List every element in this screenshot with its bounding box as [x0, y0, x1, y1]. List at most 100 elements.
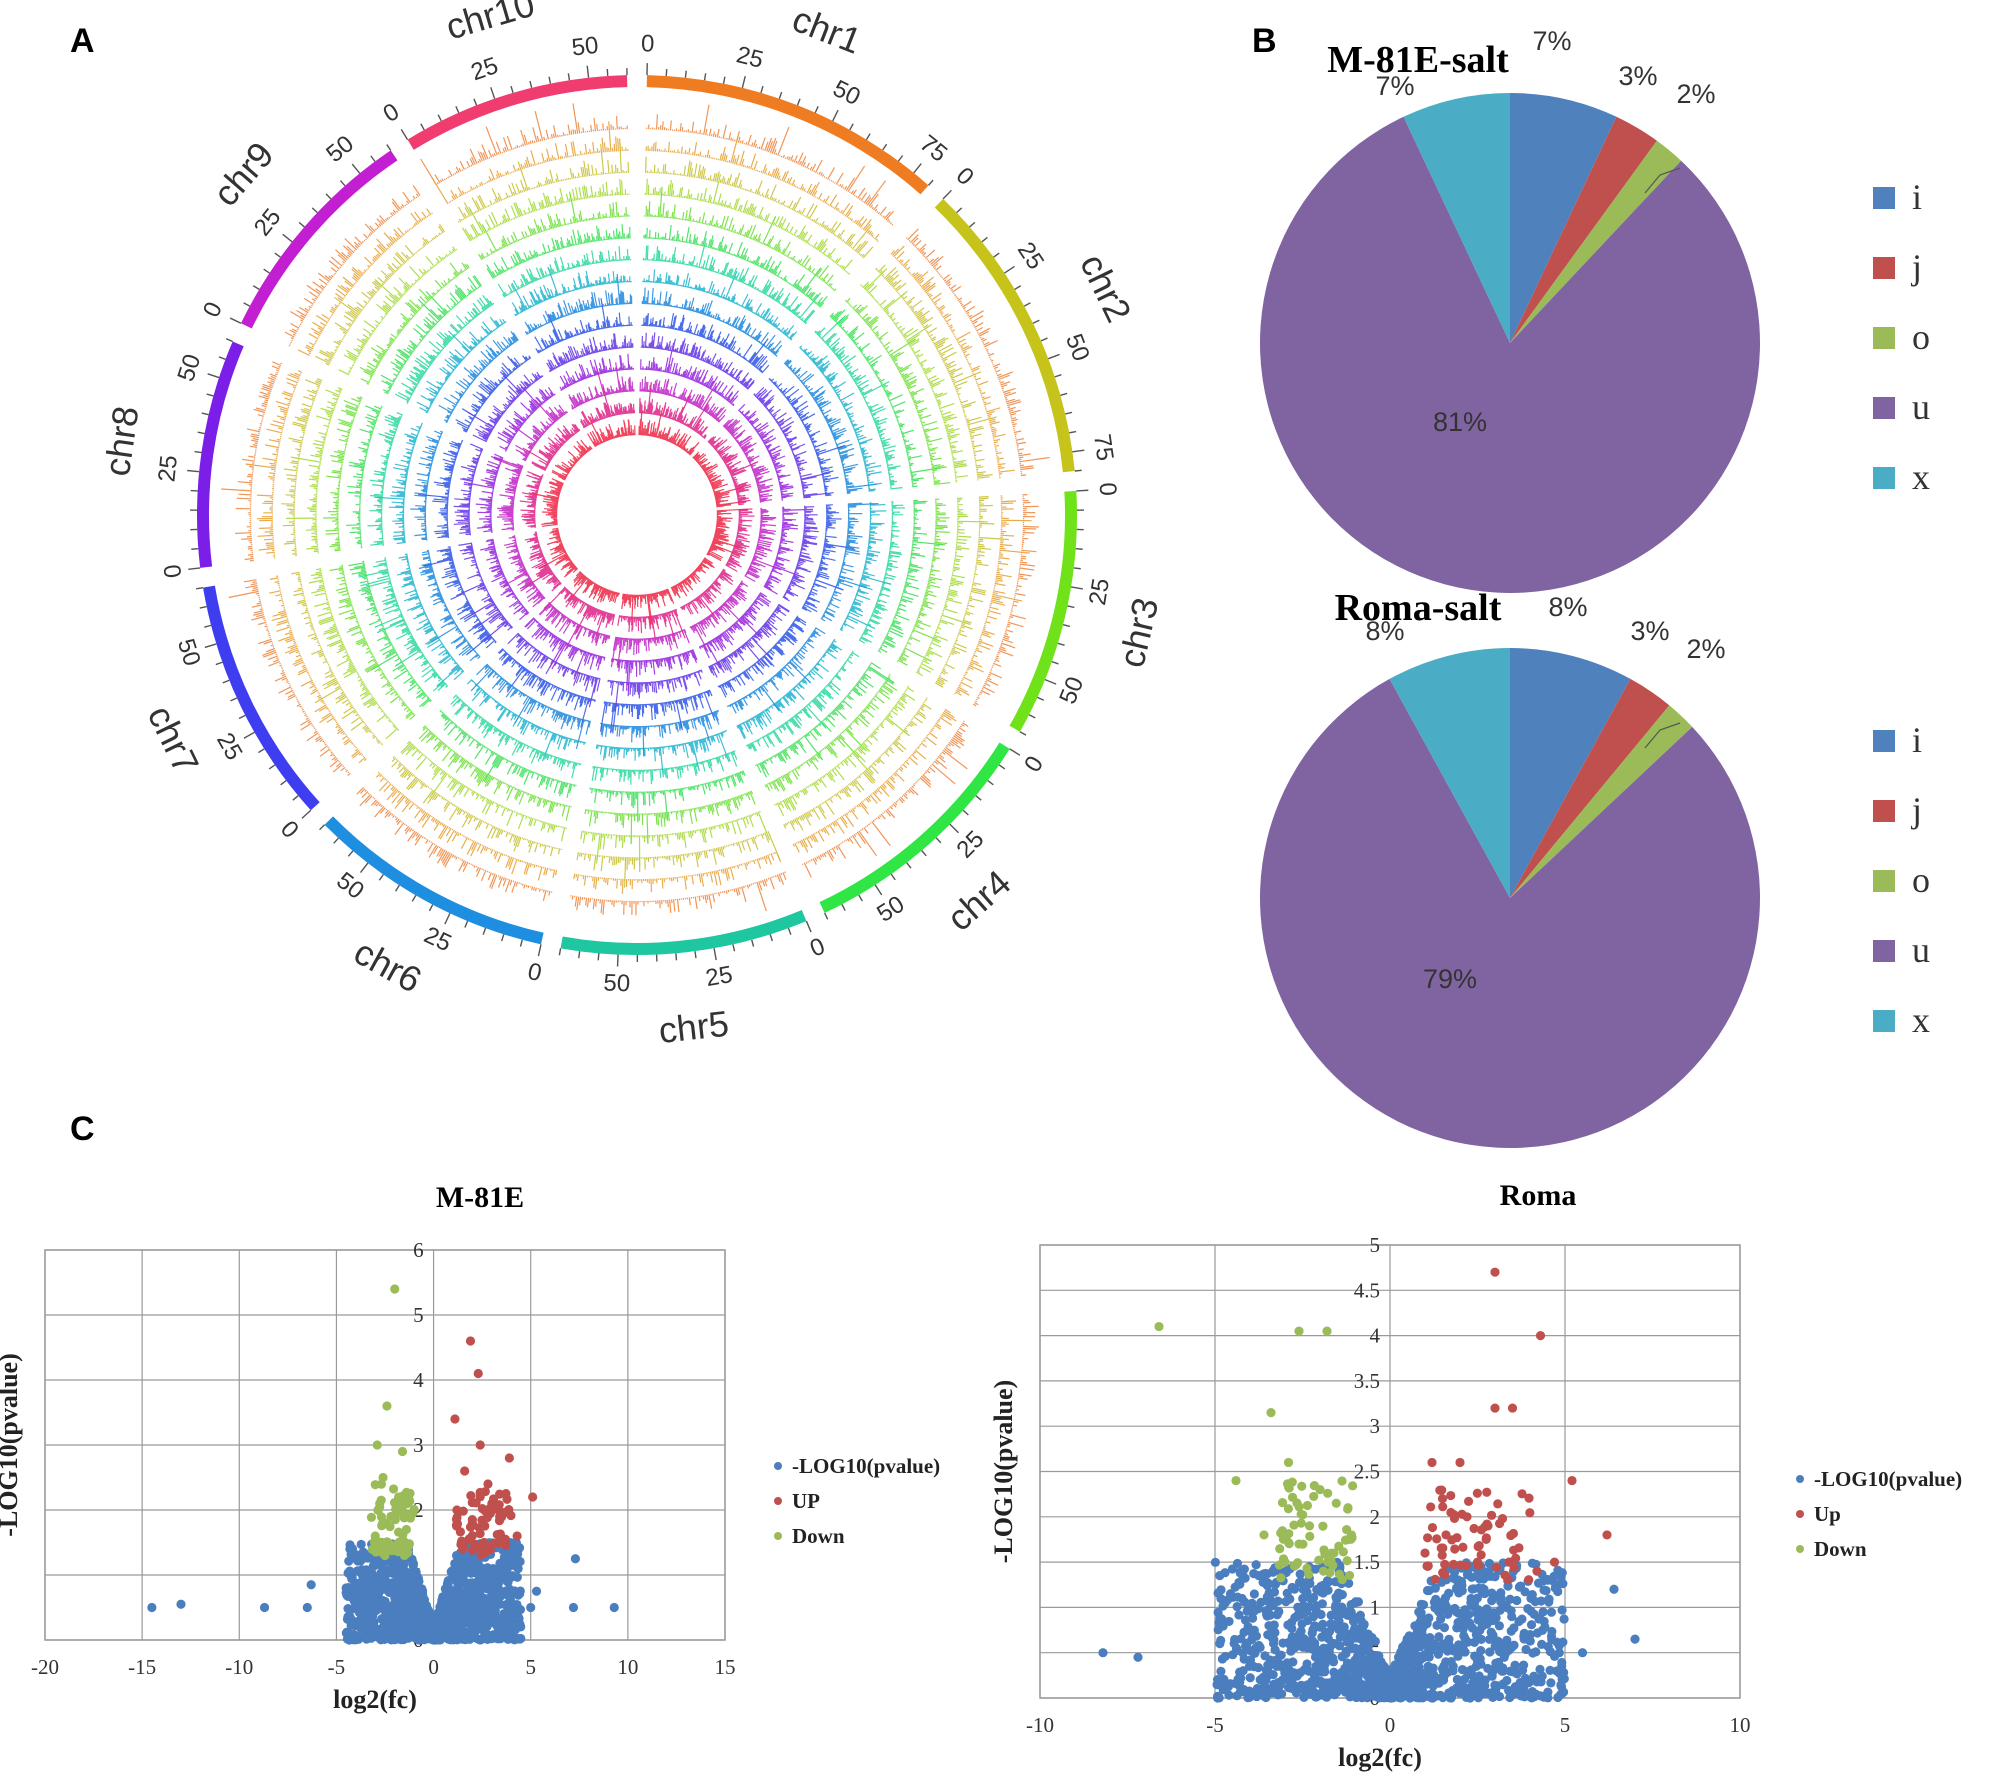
data-point-up	[512, 1531, 522, 1541]
chromosome-tick-label: 50	[603, 969, 631, 997]
data-point	[398, 1619, 408, 1629]
data-point	[1341, 1648, 1351, 1659]
data-point	[512, 1572, 522, 1582]
chromosome-tick-label: 50	[570, 32, 600, 62]
chromosome-tick	[333, 837, 339, 844]
data-point-up	[1426, 1502, 1436, 1512]
data-point-down	[1296, 1509, 1306, 1519]
data-point-up	[475, 1440, 485, 1450]
data-point-up	[1483, 1521, 1493, 1531]
data-point	[1428, 1663, 1438, 1673]
chromosome-tick	[1019, 731, 1027, 736]
data-point	[1508, 1667, 1518, 1677]
data-point-up	[1458, 1542, 1468, 1552]
data-point	[1449, 1567, 1460, 1577]
data-point-down	[1302, 1563, 1312, 1573]
y-tick-label: 3.5	[1354, 1369, 1380, 1393]
data-point	[512, 1599, 522, 1610]
pie-slice-o	[1510, 140, 1682, 343]
data-point-up	[475, 1487, 485, 1498]
chromosome-tick	[890, 873, 896, 881]
chromosome-tick	[1070, 586, 1084, 590]
data-point	[1309, 1611, 1319, 1621]
data-point-up	[1452, 1533, 1462, 1543]
data-point	[1230, 1582, 1240, 1592]
legend-swatch-o	[1873, 870, 1895, 892]
legend-label-o: o	[1912, 317, 1930, 357]
data-point	[1385, 1692, 1395, 1702]
data-point	[1557, 1657, 1567, 1668]
data-point-up	[493, 1538, 503, 1548]
data-point	[453, 1561, 463, 1572]
chromosome-tick	[222, 679, 230, 684]
legend-label: Down	[1814, 1537, 1867, 1561]
chromosome-tick	[207, 373, 220, 379]
x-tick-label: 5	[1560, 1713, 1571, 1737]
chromosome-tick	[1044, 678, 1057, 685]
data-point-down	[392, 1544, 402, 1554]
pie-slice-j	[1510, 678, 1670, 898]
data-point	[343, 1568, 353, 1578]
data-point-down	[1296, 1518, 1306, 1528]
data-point	[495, 1558, 505, 1568]
data-point	[1429, 1676, 1439, 1687]
chromosome-tick	[616, 954, 619, 967]
chromosome-tick	[490, 87, 496, 99]
chromosome-tick	[732, 944, 736, 952]
chromosome-tick	[204, 643, 217, 649]
circos-track-13	[493, 362, 782, 669]
data-point	[380, 1600, 390, 1610]
data-point	[354, 1578, 364, 1589]
data-point	[355, 1615, 365, 1625]
chromosome-tick	[796, 98, 801, 106]
data-point-up	[477, 1515, 487, 1525]
data-point	[1344, 1607, 1354, 1617]
x-tick-label: -10	[1026, 1713, 1054, 1737]
chromosome-tick	[586, 65, 590, 78]
data-point	[1296, 1626, 1306, 1636]
chromosome-label-chr5: chr5	[657, 1003, 731, 1051]
data-point	[1334, 1607, 1344, 1618]
pie-value-label: 2%	[1686, 634, 1725, 664]
data-point-up	[1482, 1487, 1492, 1497]
legend-marker	[774, 1497, 782, 1505]
data-point	[1503, 1581, 1513, 1591]
data-point	[1382, 1681, 1392, 1691]
data-point-up	[1535, 1331, 1546, 1341]
pie-value-label: 7%	[1375, 71, 1414, 101]
data-point	[1244, 1661, 1255, 1671]
volcano-plot-roma: Roma -10-5051000.511.522.533.544.55log2(…	[989, 1179, 1962, 1772]
data-point	[421, 1609, 431, 1619]
data-point	[1322, 1576, 1333, 1586]
data-point-up	[1525, 1508, 1535, 1518]
chromosome-tick	[191, 548, 199, 550]
data-point	[1348, 1616, 1359, 1626]
data-point	[347, 1544, 358, 1554]
data-point-up	[1462, 1512, 1472, 1522]
data-point	[1496, 1596, 1506, 1607]
data-point-down	[371, 1547, 381, 1557]
data-point	[1310, 1564, 1320, 1574]
data-point	[1249, 1589, 1259, 1599]
legend-label: -LOG10(pvalue)	[1814, 1467, 1962, 1491]
data-point	[1546, 1631, 1557, 1641]
data-point-up	[1493, 1499, 1503, 1509]
data-point	[1290, 1642, 1300, 1653]
data-point	[1269, 1587, 1280, 1597]
chromosome-tick	[1065, 411, 1073, 415]
data-point	[1213, 1588, 1223, 1598]
data-point	[456, 1600, 466, 1610]
data-point	[1288, 1657, 1298, 1667]
data-point	[513, 1633, 523, 1644]
chromosome-tick	[292, 795, 299, 801]
data-point-up	[1441, 1530, 1451, 1540]
chromosome-tick-label: 0	[1094, 482, 1122, 497]
legend-label-u: u	[1912, 930, 1930, 970]
data-point	[1274, 1606, 1284, 1617]
data-point	[1424, 1585, 1434, 1596]
chromosome-tick	[935, 837, 942, 844]
data-point	[1411, 1631, 1421, 1641]
data-point	[1452, 1623, 1462, 1633]
data-point	[1281, 1596, 1291, 1607]
